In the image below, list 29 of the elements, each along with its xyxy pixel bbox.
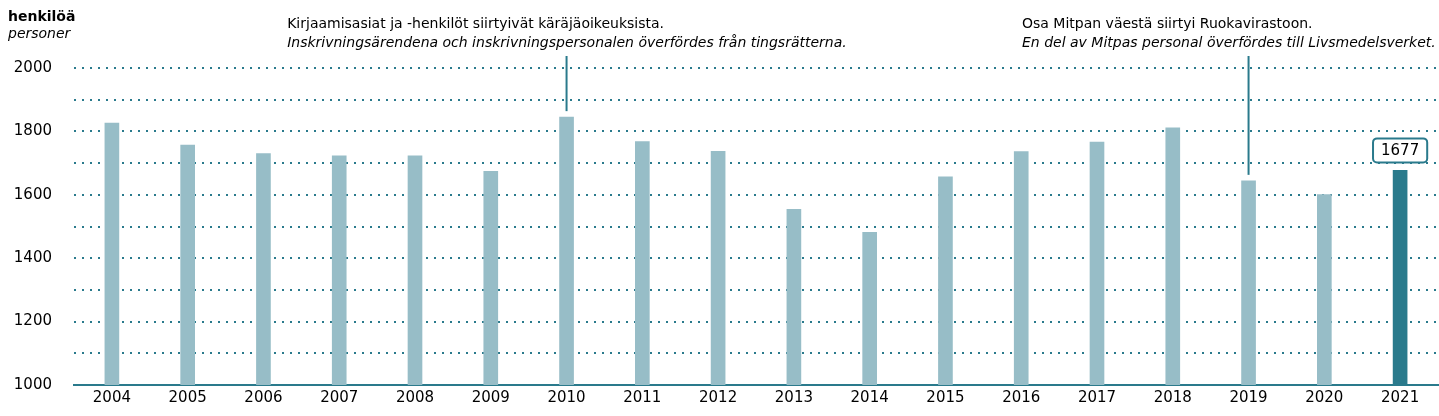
x-tick-label: 2011 (623, 387, 662, 406)
x-tick-label: 2007 (320, 387, 359, 406)
x-tick-label: 2005 (168, 387, 207, 406)
x-tick-label: 2004 (92, 387, 131, 406)
x-tick-label: 2019 (1229, 387, 1268, 406)
x-tick-label: 2017 (1077, 387, 1117, 406)
y-tick-label: 2000 (13, 57, 52, 76)
y-tick-label: 1400 (13, 248, 52, 267)
x-tick-label: 2020 (1305, 387, 1344, 406)
y-tick-label: 1800 (13, 121, 52, 140)
x-tick-label: 2012 (699, 387, 738, 406)
data-label: 1677 (1381, 141, 1420, 160)
x-tick-label: 2021 (1381, 387, 1420, 406)
y-tick-label: 1200 (13, 311, 52, 330)
x-tick-label: 2009 (471, 387, 510, 406)
y-tick-label: 1600 (13, 184, 52, 203)
x-tick-label: 2014 (850, 387, 889, 406)
x-tick-label: 2008 (395, 387, 435, 406)
y-tick-label: 1000 (13, 374, 52, 393)
x-tick-label: 2016 (1002, 387, 1041, 406)
chart-subtitle: personer (8, 25, 72, 42)
annotation: Kirjaamisasiat ja -henkilöt siirtyivät käräjäoikeuksista. Inskrivningsärendena och inskrivningspersonalen överfördes från tingsrätterna. (287, 15, 847, 50)
annotation: Osa Mitpan väestä siirtyi Ruokavirastoon. En del av Mitpas personal överfördes till Livsmedelsverket. (1022, 15, 1436, 50)
x-tick-label: 2013 (774, 387, 813, 406)
x-tick-label: 2018 (1153, 387, 1192, 406)
x-tick-label: 2010 (547, 387, 586, 406)
x-tick-label: 2015 (926, 387, 965, 406)
chart-title: henkilöä (8, 8, 76, 25)
x-tick-label: 2006 (244, 387, 283, 406)
